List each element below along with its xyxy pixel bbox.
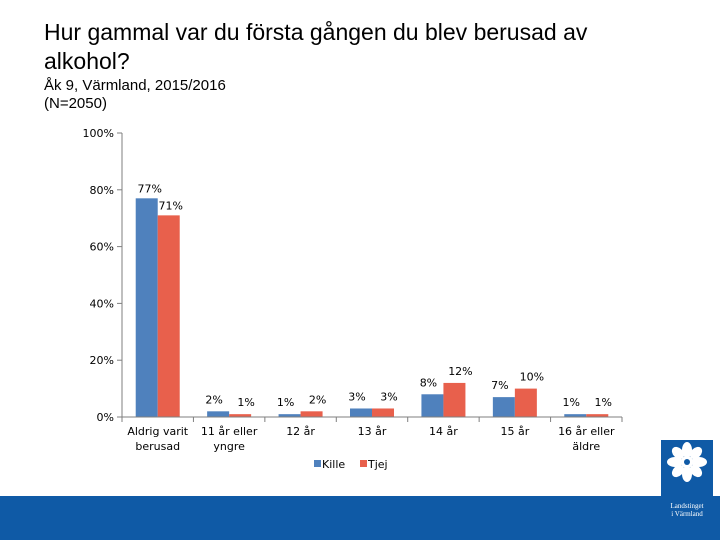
data-label-kille: 7% — [491, 379, 508, 392]
bar-kille — [421, 394, 444, 417]
bar-kille — [207, 411, 230, 417]
y-tick-label: 60% — [90, 241, 114, 254]
data-label-tjej: 2% — [309, 393, 326, 406]
y-tick-label: 100% — [83, 127, 114, 140]
bar-tjej — [300, 411, 323, 417]
legend-swatch-tjej — [360, 460, 367, 467]
data-label-tjej: 71% — [158, 199, 182, 212]
footer-bar — [0, 496, 720, 540]
bar-tjej — [157, 215, 180, 417]
bar-tjej — [586, 414, 609, 417]
page-title: Hur gammal var du första gången du blev … — [44, 19, 588, 74]
x-category-label: äldre — [572, 440, 600, 453]
data-label-kille: 2% — [205, 393, 222, 406]
data-label-kille: 1% — [277, 396, 294, 409]
bar-tjej — [443, 382, 466, 417]
data-label-tjej: 3% — [380, 390, 397, 403]
x-category-label: 11 år eller — [201, 425, 258, 438]
subtitle: Åk 9, Värmland, 2015/2016 (N=2050) — [44, 77, 226, 113]
x-category-label: Aldrig varit — [127, 425, 188, 438]
data-label-tjej: 12% — [448, 365, 472, 378]
data-label-kille: 1% — [563, 396, 580, 409]
logo-text-line1: Landstinget — [670, 502, 704, 510]
data-label-kille: 3% — [348, 390, 365, 403]
bar-kille — [492, 397, 515, 417]
logo-text-line2: i Värmland — [671, 510, 703, 518]
x-category-label: 16 år eller — [558, 425, 615, 438]
subtitle-grade-region-year: Åk 9, Värmland, 2015/2016 — [44, 77, 226, 94]
bar-tjej — [372, 408, 394, 417]
x-category-label: 14 år — [429, 425, 458, 438]
y-tick-label: 0% — [97, 411, 114, 424]
data-label-kille: 8% — [420, 376, 437, 389]
bar-kille — [350, 408, 372, 417]
subtitle-sample-size: (N=2050) — [44, 95, 107, 112]
data-label-kille: 77% — [137, 182, 161, 195]
bar-kille — [135, 198, 158, 417]
bar-chart: 0% 20% 40% 60% 80% 100% 77% 2% 1% 3% 8% 7% 1% 71% 1% 2%… — [83, 127, 623, 471]
bar-tjej — [229, 414, 252, 417]
bar-tjej — [514, 388, 537, 417]
flower-logo-icon — [667, 442, 707, 482]
x-category-label: berusad — [135, 440, 180, 453]
bar-kille — [278, 414, 301, 417]
data-label-tjej: 1% — [595, 396, 612, 409]
x-category-label: 15 år — [500, 425, 529, 438]
x-category-label: 13 år — [358, 425, 387, 438]
x-category-label: yngre — [213, 440, 245, 453]
bar-kille — [564, 414, 587, 417]
landstinget-logo: Landstinget i Värmland — [661, 440, 713, 540]
legend-swatch-kille — [314, 460, 321, 467]
legend-label-kille: Kille — [322, 458, 345, 471]
x-category-label: 12 år — [286, 425, 315, 438]
y-tick-label: 20% — [90, 354, 114, 367]
legend-label-tjej: Tjej — [367, 458, 388, 471]
y-tick-label: 40% — [90, 297, 114, 310]
y-tick-label: 80% — [90, 184, 114, 197]
data-label-tjej: 1% — [237, 396, 254, 409]
data-label-tjej: 10% — [520, 371, 544, 384]
